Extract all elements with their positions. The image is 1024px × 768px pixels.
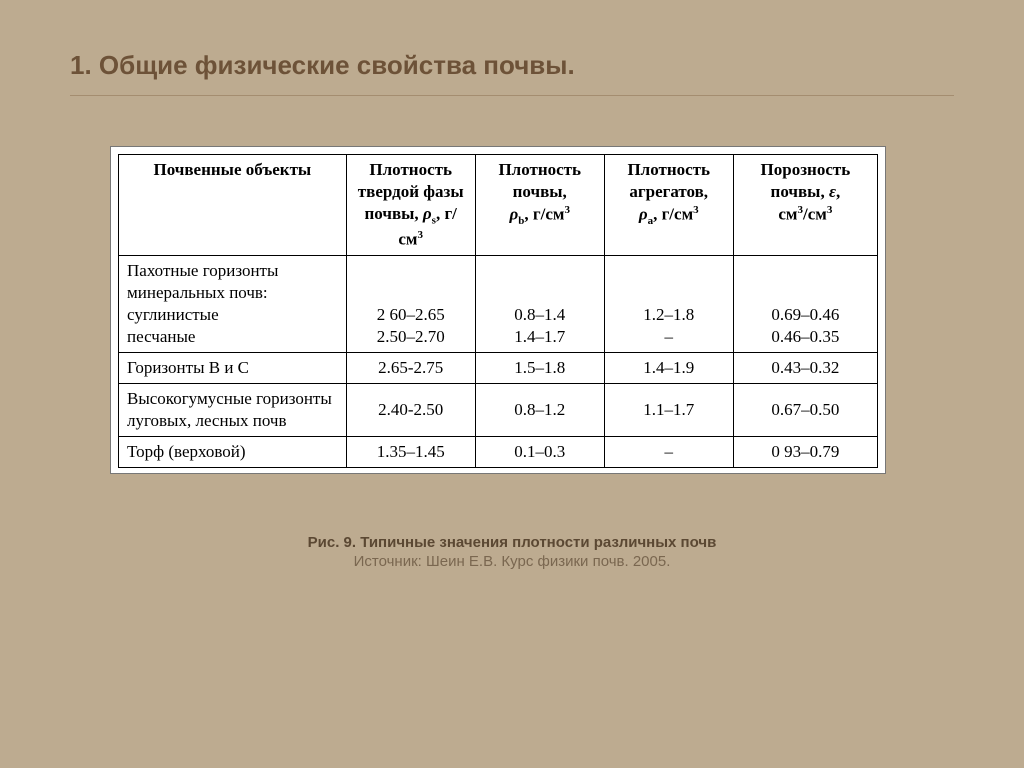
- divider: [70, 95, 954, 96]
- cell-porosity: 0.67–0.50: [733, 384, 877, 437]
- cell-solid-density: 2 60–2.652.50–2.70: [346, 255, 475, 352]
- table-row: Торф (верховой)1.35–1.450.1–0.3–0 93–0.7…: [119, 437, 878, 468]
- cell-aggregate-density: –: [604, 437, 733, 468]
- cell-porosity: 0 93–0.79: [733, 437, 877, 468]
- soil-properties-table: Почвенные объекты Плотность твердой фазы…: [118, 154, 878, 468]
- figure-caption: Рис. 9. Типичные значения плотности разл…: [70, 534, 954, 570]
- table-container: Почвенные объекты Плотность твердой фазы…: [110, 146, 886, 474]
- cell-soil-density: 1.5–1.8: [475, 353, 604, 384]
- table-row: Горизонты B и C2.65-2.751.5–1.81.4–1.90.…: [119, 353, 878, 384]
- table-header-row: Почвенные объекты Плотность твердой фазы…: [119, 155, 878, 256]
- cell-porosity: 0.69–0.460.46–0.35: [733, 255, 877, 352]
- cell-aggregate-density: 1.2–1.8–: [604, 255, 733, 352]
- cell-soil-density: 0.8–1.2: [475, 384, 604, 437]
- page-title: 1. Общие физические свойства почвы.: [70, 50, 954, 81]
- table-body: Пахотные горизонты минеральных почв:сугл…: [119, 255, 878, 468]
- cell-soil-density: 0.1–0.3: [475, 437, 604, 468]
- row-label: Торф (верховой): [119, 437, 347, 468]
- col-header-solid-density: Плотность твердой фазы почвы, ρs, г/см3: [346, 155, 475, 256]
- col-header-porosity: Порозность почвы, ε,см3/см3: [733, 155, 877, 256]
- row-label: Высокогумусные горизонты луговых, лесных…: [119, 384, 347, 437]
- cell-solid-density: 2.40-2.50: [346, 384, 475, 437]
- table-row: Пахотные горизонты минеральных почв:сугл…: [119, 255, 878, 352]
- caption-title: Рис. 9. Типичные значения плотности разл…: [308, 534, 717, 551]
- table-row: Высокогумусные горизонты луговых, лесных…: [119, 384, 878, 437]
- cell-aggregate-density: 1.1–1.7: [604, 384, 733, 437]
- cell-solid-density: 2.65-2.75: [346, 353, 475, 384]
- caption-source: Источник: Шеин Е.В. Курс физики почв. 20…: [70, 553, 954, 570]
- col-header-soil-density: Плотность почвы,ρb, г/см3: [475, 155, 604, 256]
- col-header-aggregate-density: Плотность агрегатов,ρа, г/см3: [604, 155, 733, 256]
- slide: 1. Общие физические свойства почвы. Почв…: [0, 0, 1024, 768]
- cell-porosity: 0.43–0.32: [733, 353, 877, 384]
- cell-soil-density: 0.8–1.41.4–1.7: [475, 255, 604, 352]
- row-label: Пахотные горизонты минеральных почв:сугл…: [119, 255, 347, 352]
- cell-aggregate-density: 1.4–1.9: [604, 353, 733, 384]
- col-header-objects: Почвенные объекты: [119, 155, 347, 256]
- cell-solid-density: 1.35–1.45: [346, 437, 475, 468]
- row-label: Горизонты B и C: [119, 353, 347, 384]
